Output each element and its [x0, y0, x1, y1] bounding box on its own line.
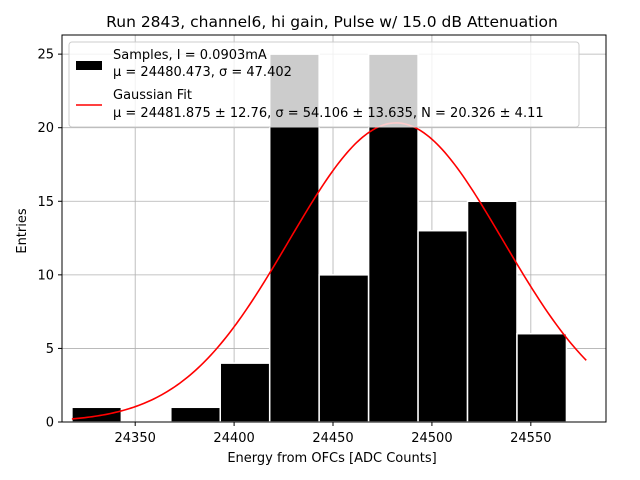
axes-frame [61, 34, 607, 423]
legend-swatch-samples [76, 61, 102, 70]
x-tick-label: 24500 [411, 431, 452, 446]
gaussian-fit [71, 122, 587, 420]
legend-entry-stats: μ = 24480.473, σ = 47.402 [113, 65, 292, 80]
y-axis-label: Entries [15, 208, 30, 254]
histogram-bar [516, 332, 568, 423]
legend-entry-title: Gaussian Fit [113, 88, 192, 103]
legend-entry-title: Samples, I = 0.0903mA [113, 48, 267, 63]
histogram-bar [170, 406, 222, 423]
chart-title: Run 2843, channel6, hi gain, Pulse w/ 15… [106, 13, 558, 31]
histogram-bar [417, 229, 469, 423]
legend: Samples, I = 0.0903mA μ = 24480.473, σ = … [68, 41, 580, 128]
legend-box [68, 41, 580, 128]
y-tick-label: 20 [37, 121, 54, 136]
histogram-bar [466, 200, 518, 423]
y-tick-label: 15 [37, 195, 54, 210]
x-axis-label: Energy from OFCs [ADC Counts] [227, 451, 436, 466]
y-tick-label: 25 [37, 48, 54, 63]
axis-ticks: 24350 24400 24450 24500 24550 0 5 10 15 20 25 [37, 48, 551, 446]
x-tick-label: 24450 [312, 431, 353, 446]
x-tick-label: 24550 [510, 431, 551, 446]
y-tick-label: 10 [37, 268, 54, 283]
fit-curve [71, 122, 587, 420]
legend-entry-stats: μ = 24481.875 ± 12.76, σ = 54.106 ± 13.6… [113, 106, 544, 121]
histogram-bar [219, 362, 271, 423]
y-tick-label: 5 [46, 342, 54, 357]
x-tick-label: 24350 [115, 431, 156, 446]
y-tick-label: 0 [46, 416, 54, 431]
histogram-bar [71, 406, 123, 423]
x-tick-label: 24400 [213, 431, 254, 446]
histogram-bar [318, 274, 370, 423]
